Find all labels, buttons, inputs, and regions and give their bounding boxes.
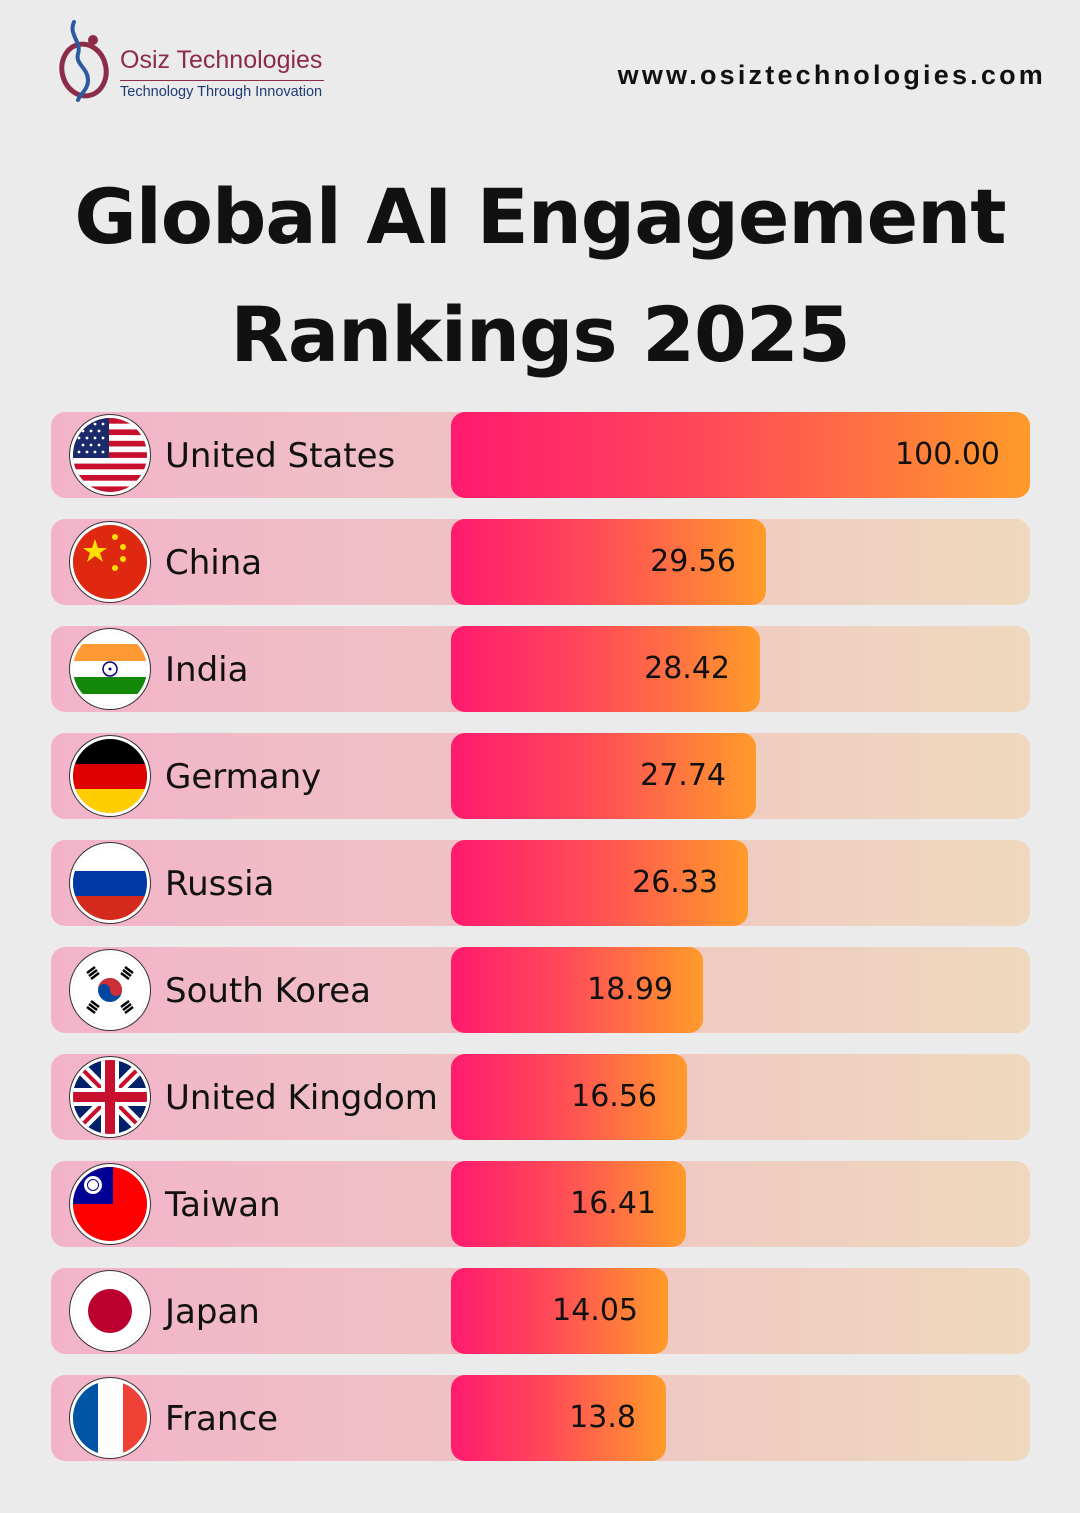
- chart-row-india: India 28.42: [51, 626, 1030, 712]
- bar-russia: [451, 840, 748, 926]
- ranking-chart: United States 100.00 China 29.56: [51, 412, 1030, 1462]
- bar-united-states: [451, 412, 1030, 498]
- bar-china: [451, 519, 766, 605]
- bar-value-label: 14.05: [552, 1293, 638, 1328]
- bar-value-label: 26.33: [632, 865, 718, 900]
- chart-row-taiwan: Taiwan 16.41: [51, 1161, 1030, 1247]
- chart-row-united-states: United States 100.00: [51, 412, 1030, 498]
- page-title: Global AI Engagement Rankings 2025: [0, 158, 1080, 394]
- us-flag-icon: [73, 418, 147, 492]
- country-label: Taiwan: [165, 1185, 281, 1225]
- country-label: Russia: [165, 864, 275, 904]
- india-flag-icon: [73, 632, 147, 706]
- country-label: Japan: [165, 1292, 260, 1332]
- website-link[interactable]: www.osiztechnologies.com: [617, 60, 1046, 90]
- country-label: Germany: [165, 757, 322, 797]
- country-label: United States: [165, 436, 396, 476]
- bar-value-label: 29.56: [650, 544, 736, 579]
- chart-row-south-korea: South Korea 18.99: [51, 947, 1030, 1033]
- taiwan-flag-icon: [73, 1167, 147, 1241]
- title-line-2: Rankings 2025: [230, 290, 850, 379]
- bar-india: [451, 626, 760, 712]
- country-label: South Korea: [165, 971, 372, 1011]
- chart-row-russia: Russia 26.33: [51, 840, 1030, 926]
- brand-logo[interactable]: Osiz Technologies Technology Through Inn…: [58, 20, 358, 110]
- bar-value-label: 18.99: [587, 972, 673, 1007]
- bar-south-korea: [451, 947, 703, 1033]
- country-label: China: [165, 543, 263, 583]
- brand-tagline: Technology Through Innovation: [120, 84, 323, 100]
- russia-flag-icon: [73, 846, 147, 920]
- south-korea-flag-icon: [73, 953, 147, 1027]
- bar-value-label: 28.42: [644, 651, 730, 686]
- chart-row-japan: Japan 14.05: [51, 1268, 1030, 1354]
- header: Osiz Technologies Technology Through Inn…: [0, 0, 1080, 130]
- bar-value-label: 13.8: [569, 1400, 636, 1435]
- osiz-logo-icon: [59, 20, 109, 102]
- uk-flag-icon: [73, 1060, 147, 1134]
- bar-japan: [451, 1268, 668, 1354]
- japan-flag-icon: [73, 1274, 147, 1348]
- bar-value-label: 100.00: [895, 437, 1000, 472]
- country-label: France: [165, 1399, 279, 1439]
- chart-row-germany: Germany 27.74: [51, 733, 1030, 819]
- france-flag-icon: [73, 1381, 147, 1455]
- bar-germany: [451, 733, 756, 819]
- bar-taiwan: [451, 1161, 686, 1247]
- bar-value-label: 16.41: [570, 1186, 656, 1221]
- germany-flag-icon: [73, 739, 147, 813]
- title-line-1: Global AI Engagement: [74, 172, 1006, 261]
- brand-name: Osiz Technologies: [120, 46, 323, 74]
- country-label: United Kingdom: [165, 1078, 438, 1118]
- brand-divider: [120, 80, 324, 81]
- chart-row-france: France 13.8: [51, 1375, 1030, 1461]
- china-flag-icon: [73, 525, 147, 599]
- bar-united-kingdom: [451, 1054, 687, 1140]
- bar-value-label: 27.74: [640, 758, 726, 793]
- chart-row-united-kingdom: United Kingdom 16.56: [51, 1054, 1030, 1140]
- bar-france: [451, 1375, 666, 1461]
- country-label: India: [165, 650, 249, 690]
- bar-value-label: 16.56: [571, 1079, 657, 1114]
- chart-row-china: China 29.56: [51, 519, 1030, 605]
